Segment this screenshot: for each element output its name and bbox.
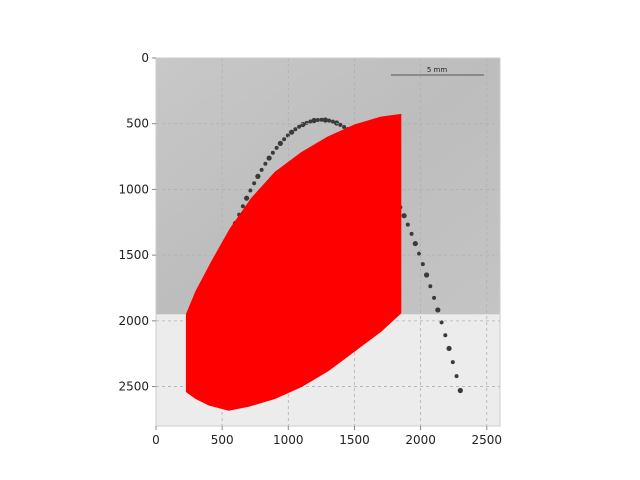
cell-dot [259, 167, 264, 172]
cell-dot [319, 117, 324, 122]
cell-dot [282, 137, 287, 142]
cell-dot [248, 188, 253, 193]
cell-dot [457, 387, 463, 394]
cell-dot [420, 262, 425, 267]
x-tick-label: 0 [152, 433, 160, 447]
cell-dot [277, 140, 283, 146]
cell-dot [450, 360, 455, 365]
cell-dot [293, 127, 298, 132]
cell-dot [443, 333, 448, 338]
cell-dot [409, 231, 414, 236]
cell-dot [454, 374, 459, 379]
cell-dot [300, 121, 306, 128]
x-tick-label: 2500 [471, 433, 502, 447]
cell-dot [285, 133, 290, 138]
cell-dot [342, 125, 347, 130]
cell-dot [240, 204, 245, 209]
cell-dot [401, 213, 407, 219]
x-tick-label: 1000 [273, 433, 304, 447]
cell-dot [297, 124, 302, 129]
y-tick-label: 500 [126, 117, 149, 131]
cell-dot [330, 119, 335, 124]
overlay-region [185, 113, 402, 411]
cell-dot [266, 155, 272, 161]
y-axis-ticks: 0 500 1000 1500 2000 2500 [118, 51, 156, 394]
cell-dot [435, 307, 441, 313]
cell-dot [423, 272, 430, 278]
y-tick-label: 2500 [118, 380, 149, 394]
cell-dot [412, 240, 418, 247]
cell-dot [311, 117, 317, 124]
y-tick-label: 1500 [118, 248, 149, 262]
cell-dot [322, 117, 328, 123]
cell-dot [263, 161, 268, 166]
cell-dot [289, 129, 295, 135]
cell-dot [405, 222, 410, 227]
cell-dot [274, 145, 279, 150]
cell-dot [446, 345, 452, 352]
cell-dot [428, 284, 433, 289]
cell-dot [304, 120, 309, 125]
cell-dot [252, 181, 257, 186]
cell-dot [270, 150, 275, 155]
scale-bar: 5 mm [391, 66, 484, 76]
cell-dot [244, 195, 250, 201]
cell-dot [308, 119, 313, 124]
cell-dot [432, 295, 437, 300]
x-axis-ticks: 0 500 1000 1500 2000 2500 [152, 426, 502, 447]
cell-dot [439, 320, 444, 325]
scale-bar-label: 5 mm [427, 66, 447, 74]
cell-dot [417, 251, 422, 256]
axes-frame [155, 57, 501, 427]
cell-dot [327, 118, 332, 123]
x-tick-label: 1500 [339, 433, 370, 447]
y-tick-label: 0 [141, 51, 149, 65]
cell-dot [338, 122, 343, 127]
x-tick-label: 500 [211, 433, 234, 447]
cell-dot [334, 120, 340, 126]
cell-dot [315, 117, 320, 122]
y-tick-label: 2000 [118, 314, 149, 328]
y-tick-label: 1000 [118, 182, 149, 196]
x-tick-label: 2000 [405, 433, 436, 447]
cell-dot [255, 173, 261, 179]
